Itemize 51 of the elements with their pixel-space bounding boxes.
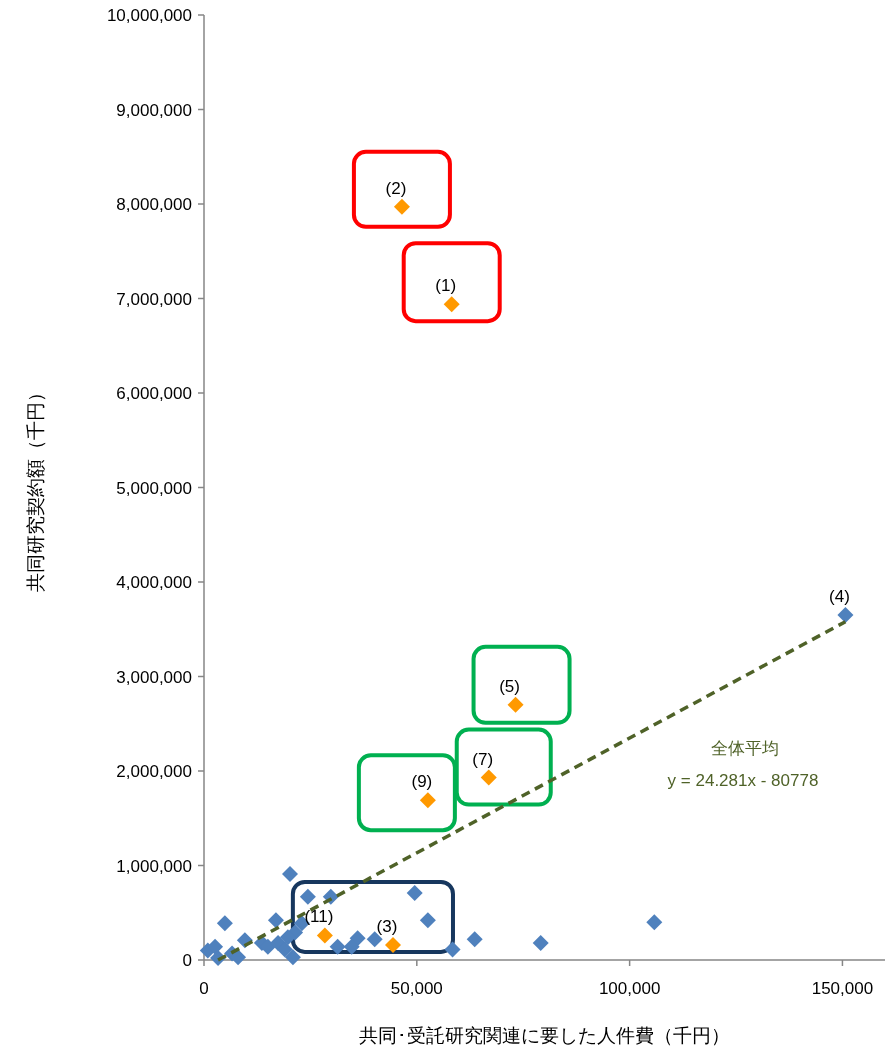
x-tick-label: 50,000: [390, 979, 443, 998]
y-tick-label: 9,000,000: [116, 100, 192, 120]
annotation: (4): [829, 587, 850, 607]
point: [444, 941, 461, 958]
point: [646, 914, 663, 931]
point: [329, 938, 346, 955]
y-tick-label: 7,000,000: [116, 289, 192, 309]
y-tick-label: 10,000,000: [106, 6, 192, 25]
point: [316, 927, 333, 944]
point: [480, 769, 497, 786]
y-tick-label: 5,000,000: [116, 478, 192, 498]
x-tick-label: 100,000: [598, 979, 661, 998]
annotation: (1): [435, 276, 457, 296]
annotation: (2): [385, 178, 407, 198]
point: [276, 941, 293, 958]
point: [216, 915, 233, 932]
annotation: (11): [304, 907, 334, 927]
y-tick-label: 6,000,000: [116, 384, 192, 403]
y-tick-label: 1,000,000: [116, 856, 192, 876]
point: [406, 884, 423, 901]
annotation: (5): [499, 676, 520, 696]
point: [284, 949, 301, 966]
y-tick-label: 8,000,000: [116, 195, 192, 214]
point: [299, 888, 316, 905]
y-tick-label: 4,000,000: [116, 573, 192, 592]
annotation: (7): [472, 749, 494, 769]
x-tick-label: 150,000: [811, 979, 874, 998]
annotation: y = 24.281x - 80778: [667, 771, 819, 790]
annotation: (9): [411, 772, 433, 792]
y-tick-label: 0: [182, 951, 192, 970]
point: [466, 931, 483, 948]
point: [279, 929, 296, 946]
y-tick-label: 2,000,000: [116, 762, 192, 781]
point: [281, 866, 298, 883]
point: [384, 936, 401, 953]
x-axis-title: 共同･受託研究関連に要した人件費（千円）: [359, 1025, 730, 1046]
y-axis-title: 共同研究契約額（千円）: [25, 383, 46, 592]
point: [419, 792, 436, 809]
point: [207, 938, 224, 955]
point: [837, 607, 854, 624]
point: [419, 912, 436, 929]
point: [343, 938, 360, 955]
point: [349, 930, 366, 947]
annotation: (3): [376, 916, 398, 936]
point: [393, 198, 410, 215]
x-tick-label: 0: [199, 979, 209, 998]
point: [267, 912, 284, 929]
point: [443, 296, 460, 313]
y-tick-label: 3,000,000: [116, 667, 192, 687]
point: [507, 696, 524, 713]
point: [532, 934, 549, 951]
